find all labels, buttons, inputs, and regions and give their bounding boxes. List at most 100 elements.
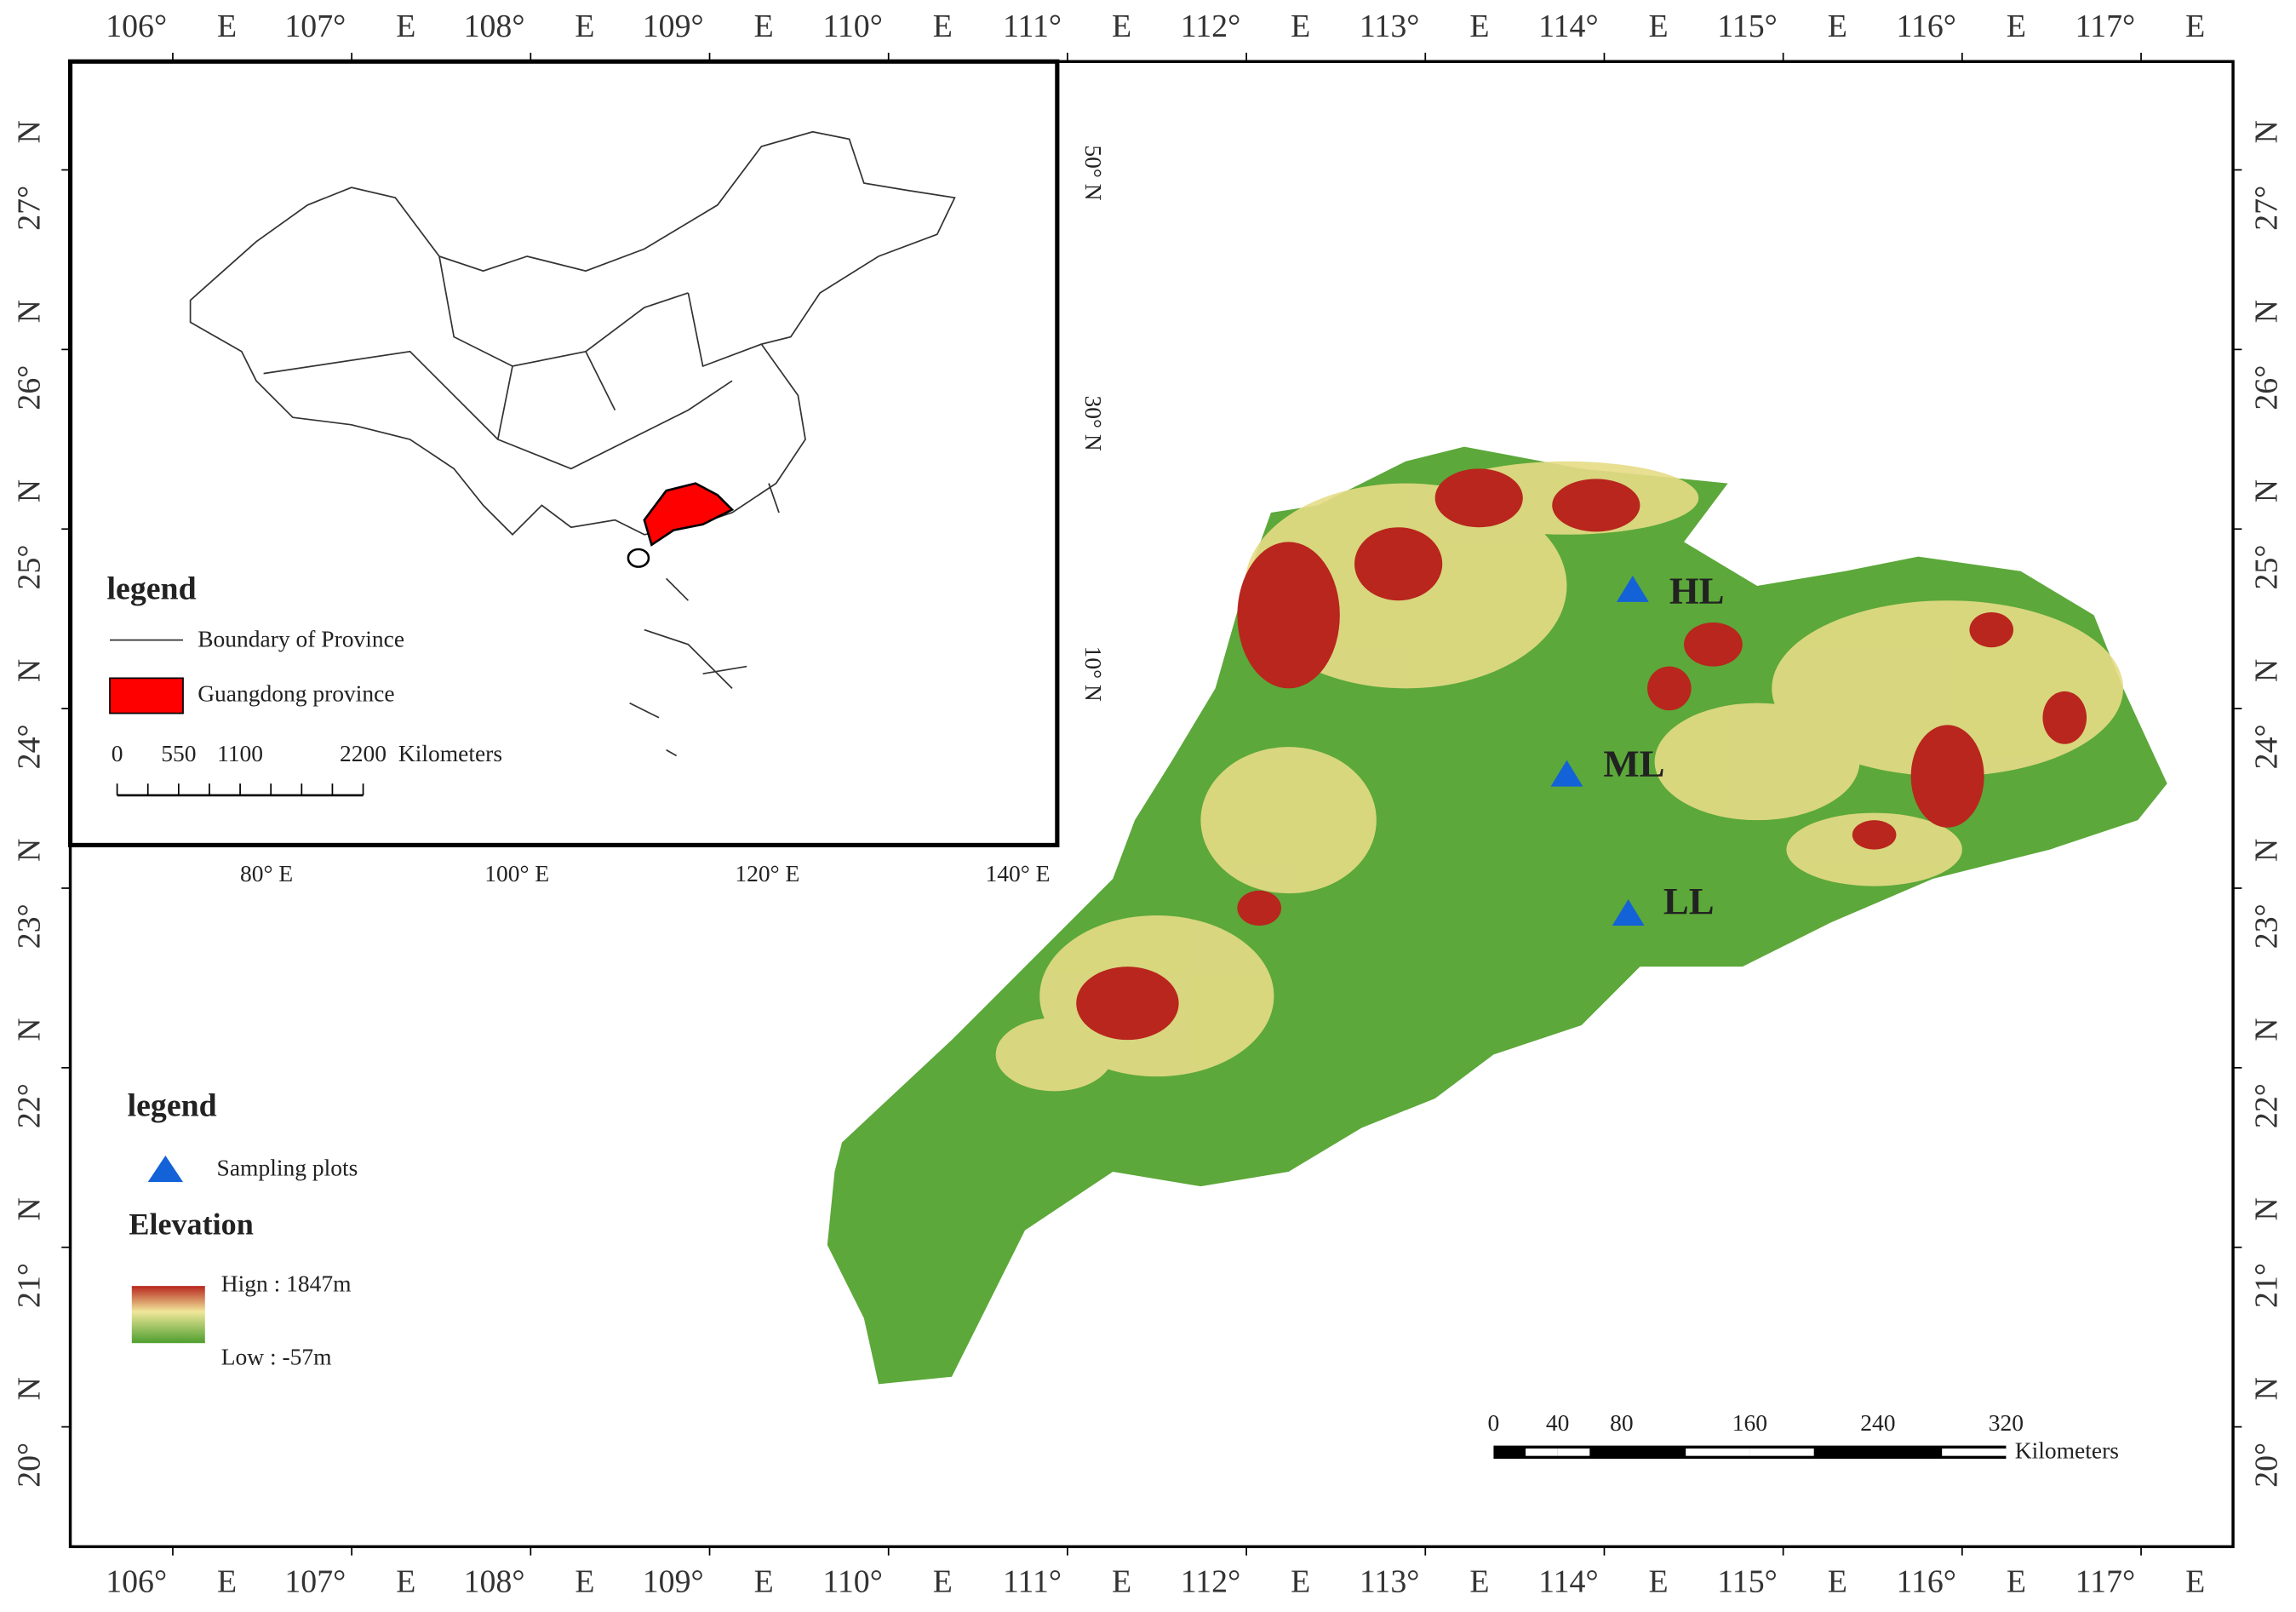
inset-legend-title: legend <box>107 571 197 607</box>
lat-label: N <box>12 1377 48 1400</box>
lon-label: 107° <box>284 9 346 44</box>
scale-label: 160 <box>1732 1409 1767 1436</box>
lon-label: E <box>754 1564 774 1600</box>
scale-segment <box>1686 1449 1750 1456</box>
scale-segment <box>1749 1449 1814 1456</box>
lat-label: 24° <box>2249 724 2285 769</box>
inset-lat-label: 30° N <box>1080 395 1107 450</box>
inset-scale-bar: 0 550 1100 2200 Kilometers <box>112 740 502 797</box>
lon-label: E <box>575 1564 594 1600</box>
scale-label: 0 <box>1488 1409 1500 1436</box>
lon-label: 111° <box>1003 1564 1062 1600</box>
lon-label: E <box>2007 9 2026 44</box>
lat-label: 22° <box>12 1083 48 1128</box>
lon-label: E <box>933 1564 953 1600</box>
legend-label: Boundary of Province <box>198 626 404 652</box>
lon-label: E <box>217 1564 237 1600</box>
scale-label: 320 <box>1989 1409 2024 1436</box>
lat-label: 26° <box>12 365 48 410</box>
scale-label: 2200 <box>340 740 386 766</box>
lon-label: E <box>2007 1564 2026 1600</box>
lat-label: N <box>12 120 48 143</box>
lat-label: 25° <box>12 544 48 589</box>
legend-symbol <box>109 677 184 714</box>
site-label: ML <box>1603 743 1664 785</box>
scale-segment <box>1557 1449 1590 1456</box>
legend: legend Sampling plots Elevation Hign : 1… <box>128 1088 358 1370</box>
lon-label: 112° <box>1181 9 1240 44</box>
lon-label: 115° <box>1717 9 1777 44</box>
site-marker <box>1550 760 1583 787</box>
inset-lat-label: 10° N <box>1080 646 1107 702</box>
lon-label: E <box>933 9 953 44</box>
guangdong-elevation <box>827 446 2167 1385</box>
scale-label: 0 <box>112 740 123 766</box>
lat-label: N <box>12 839 48 862</box>
scale-segment <box>1526 1449 1558 1456</box>
scale-label: 1100 <box>217 740 263 766</box>
lat-label: N <box>2249 1018 2285 1041</box>
scale-segment <box>1942 1449 2007 1456</box>
frame-ticks: 106° E 106° E 107° E 107° E 108° E 108° E 109° E 109° E… <box>12 9 2285 1600</box>
lon-label: 108° <box>464 1564 525 1600</box>
lat-label: 22° <box>2249 1083 2285 1128</box>
inset-frame <box>67 59 1060 848</box>
lat-label: 21° <box>12 1263 48 1308</box>
lon-label: E <box>396 1564 415 1600</box>
sampling-sites: HL ML LL <box>1550 570 1724 926</box>
inset-lon-label: 140° E <box>985 860 1050 886</box>
lon-label: 115° <box>1717 1564 1777 1600</box>
lon-label: E <box>1112 9 1131 44</box>
lon-label: E <box>2185 1564 2205 1600</box>
legend-heading: Elevation <box>129 1208 253 1242</box>
lon-label: 108° <box>464 9 525 44</box>
lon-label: 107° <box>284 1564 346 1600</box>
lat-label: 24° <box>12 724 48 769</box>
lat-label: N <box>2249 1197 2285 1220</box>
lon-label: 111° <box>1003 9 1062 44</box>
lon-label: 114° <box>1538 1564 1598 1600</box>
site-marker <box>1616 575 1649 602</box>
lat-label: N <box>12 300 48 323</box>
lat-label: 26° <box>2249 365 2285 410</box>
lat-label: 25° <box>2249 544 2285 589</box>
scale-unit: Kilometers <box>398 740 502 766</box>
legend-symbol <box>147 1156 184 1183</box>
scale-label: 240 <box>1860 1409 1895 1436</box>
site-label: LL <box>1663 880 1715 922</box>
lon-label: 110° <box>822 1564 882 1600</box>
lon-label: E <box>575 9 594 44</box>
lon-label: E <box>1469 1564 1489 1600</box>
lon-label: 106° <box>106 9 167 44</box>
inset-lon-label: 80° E <box>240 860 293 886</box>
lat-label: N <box>2249 479 2285 502</box>
lon-label: E <box>1649 1564 1669 1600</box>
inset-lat-label: 50° N <box>1080 145 1107 200</box>
legend-label: Sampling plots <box>217 1155 358 1181</box>
scale-label: 40 <box>1546 1409 1570 1436</box>
legend-label: Low : -57m <box>221 1343 332 1369</box>
scale-unit: Kilometers <box>2015 1437 2119 1464</box>
lon-label: 114° <box>1538 9 1598 44</box>
lat-label: N <box>2249 120 2285 143</box>
lon-label: 109° <box>643 9 704 44</box>
lat-label: N <box>2249 659 2285 682</box>
lat-label: 21° <box>2249 1263 2285 1308</box>
inset-lon-label: 120° E <box>735 860 799 886</box>
lon-label: E <box>1291 1564 1310 1600</box>
lon-label: E <box>396 9 415 44</box>
scale-label: 550 <box>161 740 196 766</box>
inset-lon-label: 100° E <box>484 860 549 886</box>
lon-label: E <box>1828 1564 1847 1600</box>
lon-label: E <box>1828 9 1847 44</box>
lon-label: 116° <box>1896 1564 1955 1600</box>
lon-label: 113° <box>1360 1564 1419 1600</box>
elevation-ramp <box>131 1286 205 1344</box>
lon-label: E <box>1649 9 1669 44</box>
lon-label: 112° <box>1181 1564 1240 1600</box>
lon-label: 116° <box>1896 9 1955 44</box>
lat-label: 23° <box>2249 904 2285 949</box>
